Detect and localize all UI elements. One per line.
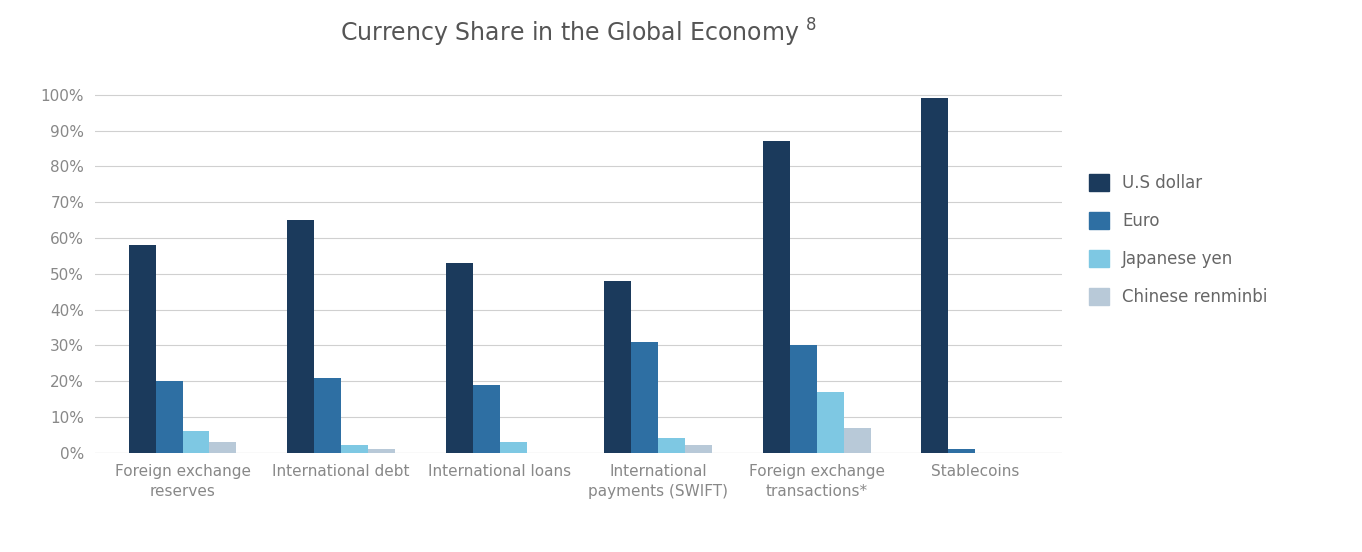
Bar xyxy=(155,381,183,453)
Bar xyxy=(790,346,817,453)
Bar xyxy=(183,431,210,453)
Bar xyxy=(605,281,631,453)
Bar xyxy=(500,442,527,453)
Bar xyxy=(128,245,155,453)
Bar xyxy=(948,449,975,453)
Bar xyxy=(763,141,790,453)
Bar xyxy=(340,445,368,453)
Bar xyxy=(843,428,870,453)
Bar xyxy=(685,445,712,453)
Title: Currency Share in the Global Economy $^{8}$: Currency Share in the Global Economy $^{… xyxy=(340,17,817,49)
Legend: U.S dollar, Euro, Japanese yen, Chinese renminbi: U.S dollar, Euro, Japanese yen, Chinese … xyxy=(1080,166,1276,315)
Bar xyxy=(210,442,237,453)
Bar xyxy=(921,98,948,453)
Bar xyxy=(287,220,315,453)
Bar xyxy=(473,385,500,453)
Bar xyxy=(368,449,395,453)
Bar xyxy=(315,378,340,453)
Bar xyxy=(445,263,473,453)
Bar xyxy=(631,342,658,453)
Bar xyxy=(658,438,685,453)
Bar xyxy=(817,392,843,453)
